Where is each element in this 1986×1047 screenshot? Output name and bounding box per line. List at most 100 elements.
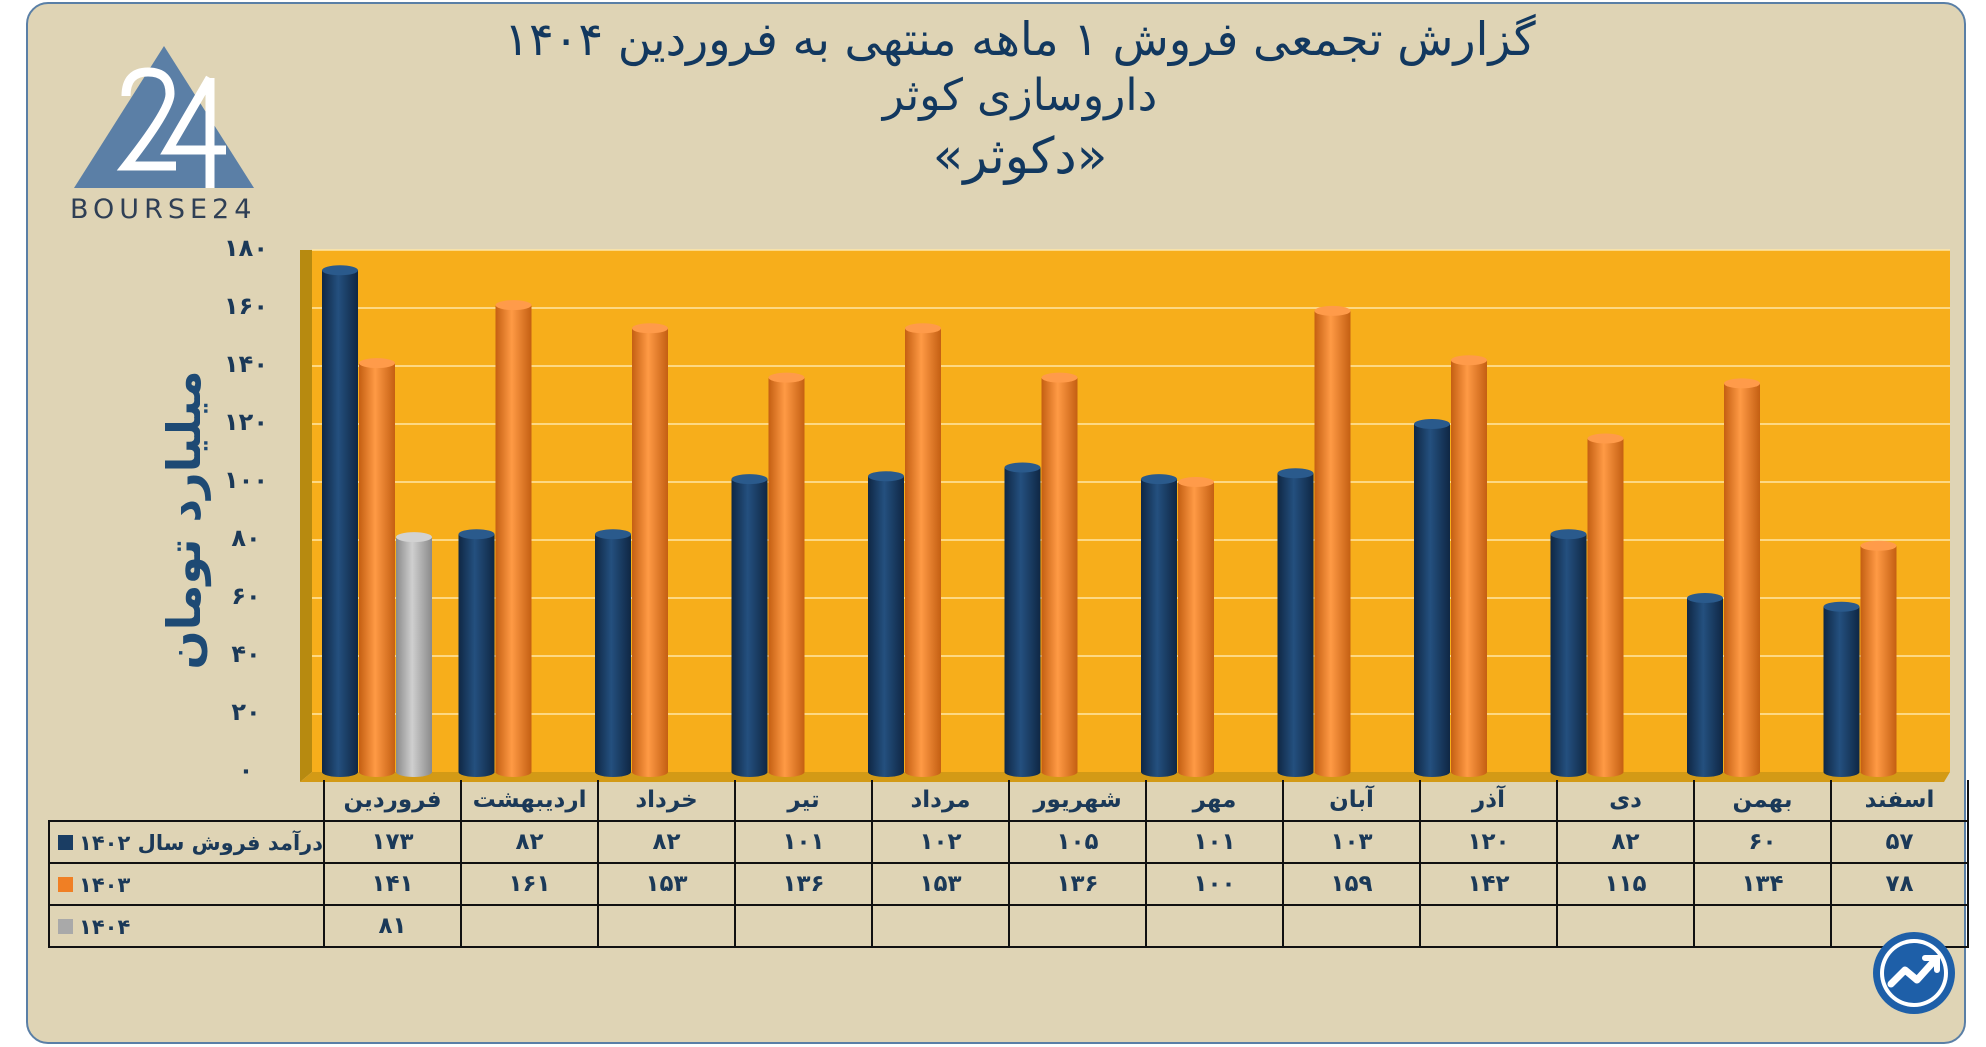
data-label: ۱۵۳ (597, 862, 737, 906)
bar-1402 (1550, 529, 1587, 777)
data-label: ۱۳۴ (1693, 862, 1833, 906)
legend-swatch (58, 835, 73, 850)
data-label (1556, 904, 1696, 948)
bar-1403 (1724, 378, 1760, 777)
bar-1402 (322, 265, 358, 777)
y-tick-label: ۱۶۰ (224, 292, 268, 320)
data-label: ۵۷ (1830, 820, 1970, 864)
bar-1404 (396, 532, 432, 777)
trend-arrow-circle-icon (1873, 932, 1955, 1014)
data-label: ۱۴۱ (323, 862, 463, 906)
legend-entry: ۱۴۰۴ (47, 904, 326, 948)
bar-1403 (495, 300, 532, 777)
legend-swatch (58, 919, 73, 934)
category-label: فروردین (323, 780, 463, 822)
data-label: ۱۳۶ (1008, 862, 1148, 906)
data-label: ۱۱۵ (1556, 862, 1696, 906)
data-label (1693, 904, 1833, 948)
category-label: شهریور (1008, 780, 1148, 822)
data-label: ۱۰۰ (1145, 862, 1285, 906)
data-label: ۱۵۹ (1282, 862, 1422, 906)
data-label: ۱۰۳ (1282, 820, 1422, 864)
bar-1402 (731, 474, 768, 777)
legend-label: ۱۴۰۳ (79, 872, 131, 897)
logo-text: BOURSE24 (70, 194, 257, 225)
category-label: مرداد (871, 780, 1011, 822)
data-label: ۱۵۳ (871, 862, 1011, 906)
data-label (1145, 904, 1285, 948)
data-label: ۸۲ (597, 820, 737, 864)
data-label: ۸۲ (460, 820, 600, 864)
category-label: دی (1556, 780, 1696, 822)
y-tick-label: ۸۰ (231, 524, 261, 552)
data-label: ۱۰۵ (1008, 820, 1148, 864)
table-row: درآمد فروش سال ۱۴۰۲ ۱۷۳ ۸۲ ۸۲ ۱۰۱ ۱۰۲ ۱۰۵ ۱۰۱ ۱۰… (47, 820, 1970, 864)
category-label: آذر (1419, 780, 1559, 822)
data-label (597, 904, 737, 948)
table-row: ۱۴۰۳ ۱۴۱ ۱۶۱ ۱۵۳ ۱۳۶ ۱۵۳ ۱۳۶ ۱۰۰ ۱۵۹ ۱۴۲ ۱۱۵ ۱۳۴ ۷۸ (47, 862, 1970, 906)
data-label (1419, 904, 1559, 948)
chart-titles: گزارش تجمعی فروش ۱ ماهه منتهی به فروردین… (400, 10, 1640, 188)
bar-1403 (768, 372, 805, 777)
y-tick-label: ۱۰۰ (224, 466, 268, 494)
data-table: فروردین اردیبهشت خرداد تیر مرداد شهریور مهر آبا… (47, 780, 1970, 948)
data-label: ۶۰ (1693, 820, 1833, 864)
bar-1402 (1687, 593, 1723, 777)
y-tick-label: ۶۰ (231, 582, 261, 610)
y-tick-label: ۱۴۰ (224, 350, 268, 378)
bar-1402 (1823, 601, 1860, 777)
category-label: بهمن (1693, 780, 1833, 822)
y-tick-label: ۱۸۰ (224, 234, 268, 262)
bar-1403 (1041, 372, 1078, 777)
y-tick-label: ۴۰ (231, 640, 261, 668)
bourse24-logo-icon (74, 46, 254, 188)
category-label: اسفند (1830, 780, 1970, 822)
bar-1403 (1587, 433, 1624, 777)
legend-entry: ۱۴۰۳ (47, 862, 326, 906)
bar-1403 (359, 358, 395, 777)
category-label: آبان (1282, 780, 1422, 822)
bar-1403 (1860, 540, 1897, 777)
data-label: ۱۰۲ (871, 820, 1011, 864)
data-label: ۱۶۱ (460, 862, 600, 906)
bar-1403 (632, 323, 668, 777)
legend-label: درآمد فروش سال ۱۴۰۲ (79, 830, 324, 855)
bar-1403 (1451, 355, 1487, 777)
data-label (1008, 904, 1148, 948)
y-tick-label: ۲۰ (231, 698, 261, 726)
data-label: ۷۸ (1830, 862, 1970, 906)
bar-1402 (1414, 419, 1450, 777)
data-label (734, 904, 874, 948)
data-label: ۱۴۲ (1419, 862, 1559, 906)
data-label: ۱۲۰ (1419, 820, 1559, 864)
category-label: اردیبهشت (460, 780, 600, 822)
data-label: ۱۰۱ (1145, 820, 1285, 864)
bar-1402 (1004, 462, 1041, 777)
bar-1402 (1141, 474, 1177, 777)
chart-title: گزارش تجمعی فروش ۱ ماهه منتهی به فروردین… (504, 12, 1536, 66)
plot-area (312, 250, 1950, 772)
data-label (871, 904, 1011, 948)
y-tick-label: ۰ (238, 756, 254, 784)
table-row: ۱۴۰۴ ۸۱ (47, 904, 1970, 948)
data-label: ۱۷۳ (323, 820, 463, 864)
plot-side-wall (300, 250, 312, 782)
legend-entry: درآمد فروش سال ۱۴۰۲ (47, 820, 326, 864)
ticker-symbol: «دکوثر» (932, 127, 1108, 185)
category-label: مهر (1145, 780, 1285, 822)
table-corner (49, 780, 324, 821)
bar-1402 (595, 529, 631, 777)
data-label (460, 904, 600, 948)
data-label (1282, 904, 1422, 948)
data-label: ۸۱ (323, 904, 463, 948)
legend-swatch (58, 877, 73, 892)
bar-1403 (905, 323, 941, 777)
legend-label: ۱۴۰۴ (79, 914, 131, 939)
bar-1403 (1178, 477, 1214, 777)
y-tick-label: ۱۲۰ (224, 408, 268, 436)
bar-1402 (458, 529, 495, 777)
data-label: ۱۰۱ (734, 820, 874, 864)
category-label: خرداد (597, 780, 737, 822)
data-label: ۸۲ (1556, 820, 1696, 864)
